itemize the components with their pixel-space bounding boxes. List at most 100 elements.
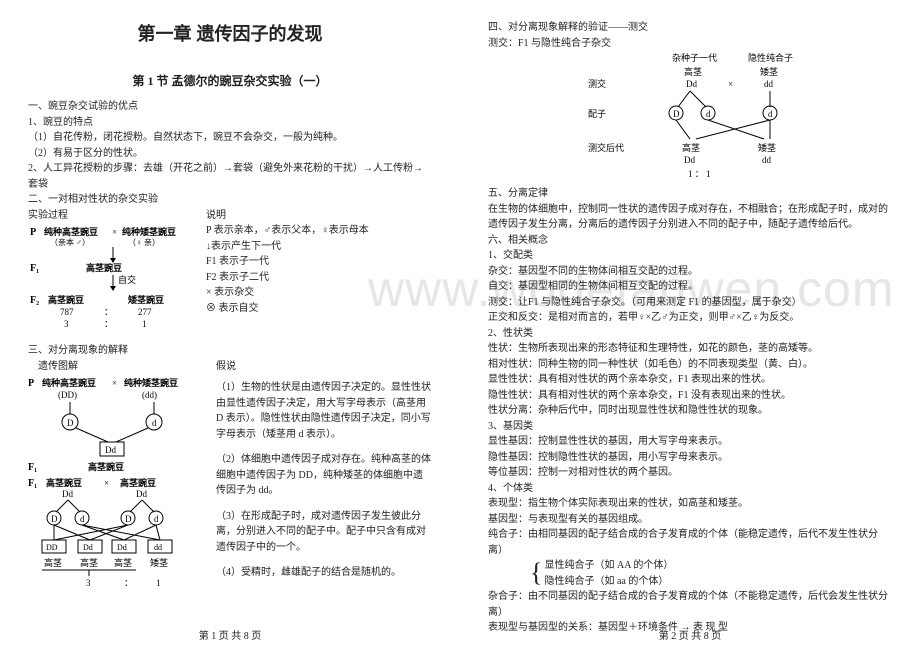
svg-text:Dd: Dd (62, 489, 73, 499)
line: 表现型：指生物个体实际表现出来的性状，如高茎和矮茎。 (488, 496, 892, 512)
hypothesis-col: 假说 （1）生物的性状是由遗传因子决定的。显性性状由显性遗传因子决定，用大写字母… (216, 359, 432, 595)
svg-text:F₁: F₁ (28, 478, 37, 489)
svg-text:277: 277 (138, 307, 152, 317)
svg-text:dd: dd (764, 79, 774, 89)
svg-text:高茎豌豆: 高茎豌豆 (86, 262, 122, 273)
line: 2、性状类 (488, 326, 892, 342)
svg-text:测交: 测交 (588, 78, 606, 89)
line: P 表示亲本，♂表示父本，♀表示母本 (206, 223, 432, 239)
col-head: 说明 (206, 208, 432, 224)
svg-text:787: 787 (60, 307, 74, 317)
svg-text:高茎: 高茎 (44, 557, 62, 568)
svg-text:矮茎豌豆: 矮茎豌豆 (127, 294, 164, 305)
svg-text:×: × (112, 378, 117, 388)
testcross-diagram: 杂种子一代 隐性纯合子 高茎 矮茎 Dd × dd 测交 配子 D d d 测交… (578, 51, 858, 186)
svg-text:3: 3 (86, 578, 91, 588)
svg-text:纯种高茎豌豆: 纯种高茎豌豆 (44, 226, 98, 237)
svg-text:高茎豌豆: 高茎豌豆 (88, 461, 124, 472)
svg-text:纯种高茎豌豆: 纯种高茎豌豆 (42, 377, 96, 388)
heading-2: 二、一对相对性状的杂交实验 (28, 192, 432, 208)
line: （2）有易于区分的性状。 (28, 146, 432, 162)
line: 3、基因类 (488, 419, 892, 435)
heading-6: 六、相关概念 (488, 233, 892, 249)
experiment-diagram-col: 实验过程 P 纯种高茎豌豆 × 纯种矮茎豌豆 （亲本 ♂） （♀ 亲） F₁ 高… (28, 208, 198, 344)
svg-text:高茎豌豆: 高茎豌豆 (48, 294, 84, 305)
svg-text:：: ： (104, 319, 113, 329)
right-body: 四、对分离现象解释的验证——测交 测交：F1 与隐性纯合子杂交 杂种子一代 隐性… (488, 20, 892, 636)
svg-text:：: ： (104, 307, 113, 317)
line: 纯合子：由相同基因的配子结合成的合子发育成的个体（能稳定遗传，后代不发生性状分离… (488, 527, 892, 558)
line: × 表示杂交 (206, 285, 432, 301)
line: 性状分离：杂种后代中，同时出现显性性状和隐性性状的现象。 (488, 403, 892, 419)
svg-text:高茎豌豆: 高茎豌豆 (120, 477, 156, 488)
experiment-explain-col: 说明 P 表示亲本，♂表示父本，♀表示母本 ↓表示产生下一代 F1 表示子一代 … (206, 208, 432, 344)
page-right: 四、对分离现象解释的验证——测交 测交：F1 与隐性纯合子杂交 杂种子一代 隐性… (460, 0, 920, 650)
svg-text:DD: DD (46, 543, 58, 552)
svg-text:测交后代: 测交后代 (588, 142, 624, 153)
heading-4: 四、对分离现象解释的验证——测交 (488, 20, 892, 36)
svg-text:：: ： (124, 578, 133, 588)
svg-text:Dd: Dd (117, 543, 127, 552)
col-head: 遗传图解 (28, 359, 208, 375)
svg-text:矮茎: 矮茎 (150, 557, 168, 568)
svg-text:D: D (673, 109, 680, 119)
svg-text:Dd: Dd (136, 489, 147, 499)
svg-text:（亲本 ♂）: （亲本 ♂） (50, 237, 90, 247)
heading-5: 五、分离定律 (488, 186, 892, 202)
section-title: 第 1 节 孟德尔的豌豆杂交实验（一） (28, 72, 432, 89)
page-left: 第一章 遗传因子的发现 第 1 节 孟德尔的豌豆杂交实验（一） 一、豌豆杂交试验… (0, 0, 460, 650)
line: 测交：让F1 与隐性纯合子杂交。（可用来测定 F1 的基因型，属于杂交） (488, 295, 892, 311)
line: 杂交：基因型不同的生物体间相互交配的过程。 (488, 264, 892, 280)
line: 基因型：与表现型有关的基因组成。 (488, 512, 892, 528)
svg-text:3: 3 (64, 319, 69, 329)
genetic-diagram: P 纯种高茎豌豆 × 纯种矮茎豌豆 (DD) (dd) D d Dd (28, 374, 208, 594)
line: 1、豌豆的特点 (28, 115, 432, 131)
svg-text:隐性纯合子: 隐性纯合子 (748, 52, 793, 63)
line: 测交：F1 与隐性纯合子杂交 (488, 36, 892, 52)
line: 正交和反交：是相对而言的，若甲♀×乙♂为正交，则甲♂×乙♀为反交。 (488, 310, 892, 326)
line: 性状：生物所表现出来的形态特征和生理特性，如花的颜色，茎的高矮等。 (488, 341, 892, 357)
line: （1）自花传粉，闭花授粉。自然状态下，豌豆不会杂交，一般为纯种。 (28, 130, 432, 146)
svg-text:F₁: F₁ (28, 462, 37, 473)
svg-text:纯种矮茎豌豆: 纯种矮茎豌豆 (124, 377, 178, 388)
line: 相对性状：同种生物的同一种性状（如毛色）的不同表现类型（黄、白）。 (488, 357, 892, 373)
footer-right: 第 2 页 共 8 页 (460, 627, 920, 642)
svg-text:P: P (30, 227, 36, 238)
svg-text:(DD): (DD) (58, 390, 77, 400)
svg-text:高茎: 高茎 (682, 142, 700, 153)
explain-block: 遗传图解 P 纯种高茎豌豆 × 纯种矮茎豌豆 (DD) (dd) D d (28, 359, 432, 595)
svg-text:矮茎: 矮茎 (758, 142, 776, 153)
hypothesis-3: （3）在形成配子时，成对遗传因子发生彼此分离，分别进入不同的配子中。配子中只含有… (216, 509, 432, 556)
genetic-diagram-col: 遗传图解 P 纯种高茎豌豆 × 纯种矮茎豌豆 (DD) (dd) D d (28, 359, 208, 595)
left-brace-icon: { (530, 563, 542, 584)
line: ⊗ 表示自交 (206, 301, 432, 317)
heading-3: 三、对分离现象的解释 (28, 343, 432, 359)
brace-group: { 显性纯合子（如 AA 的个体） 隐性纯合子（如 aa 的个体） (528, 558, 892, 589)
section-body: 一、豌豆杂交试验的优点 1、豌豆的特点 （1）自花传粉，闭花授粉。自然状态下，豌… (28, 99, 432, 594)
line: 隐性基因：控制隐性性状的基因，用小写字母来表示。 (488, 450, 892, 466)
line: 等位基因：控制一对相对性状的两个基因。 (488, 465, 892, 481)
svg-text:1: 1 (156, 578, 161, 588)
svg-text:自交: 自交 (118, 274, 136, 285)
line: 4、个体类 (488, 481, 892, 497)
svg-text:×: × (104, 478, 109, 488)
line: 1、交配类 (488, 248, 892, 264)
svg-text:矮茎: 矮茎 (760, 66, 778, 77)
svg-text:1: 1 (142, 319, 147, 329)
svg-text:纯种矮茎豌豆: 纯种矮茎豌豆 (122, 226, 176, 237)
svg-text:D: D (67, 418, 74, 428)
svg-text:dd: dd (154, 543, 162, 552)
svg-text:（♀ 亲）: （♀ 亲） (128, 237, 160, 247)
line: 显性性状：具有相对性状的两个亲本杂交，F1 表现出来的性状。 (488, 372, 892, 388)
svg-text:高茎: 高茎 (114, 557, 132, 568)
svg-text:(dd): (dd) (142, 390, 157, 400)
svg-text:高茎: 高茎 (80, 557, 98, 568)
svg-text:F₂: F₂ (30, 295, 39, 306)
line: F2 表示子二代 (206, 270, 432, 286)
svg-text:d: d (152, 418, 157, 428)
line: 自交：基因型相同的生物体间相互交配的过程。 (488, 279, 892, 295)
line: 杂合子：由不同基因的配子结合成的合子发育成的个体（不能稳定遗传，后代会发生性状分… (488, 589, 892, 620)
hypothesis-4: （4）受精时，雌雄配子的结合是随机的。 (216, 565, 432, 581)
svg-text:高茎豌豆: 高茎豌豆 (46, 477, 82, 488)
line: 显性纯合子（如 AA 的个体） (544, 558, 673, 574)
